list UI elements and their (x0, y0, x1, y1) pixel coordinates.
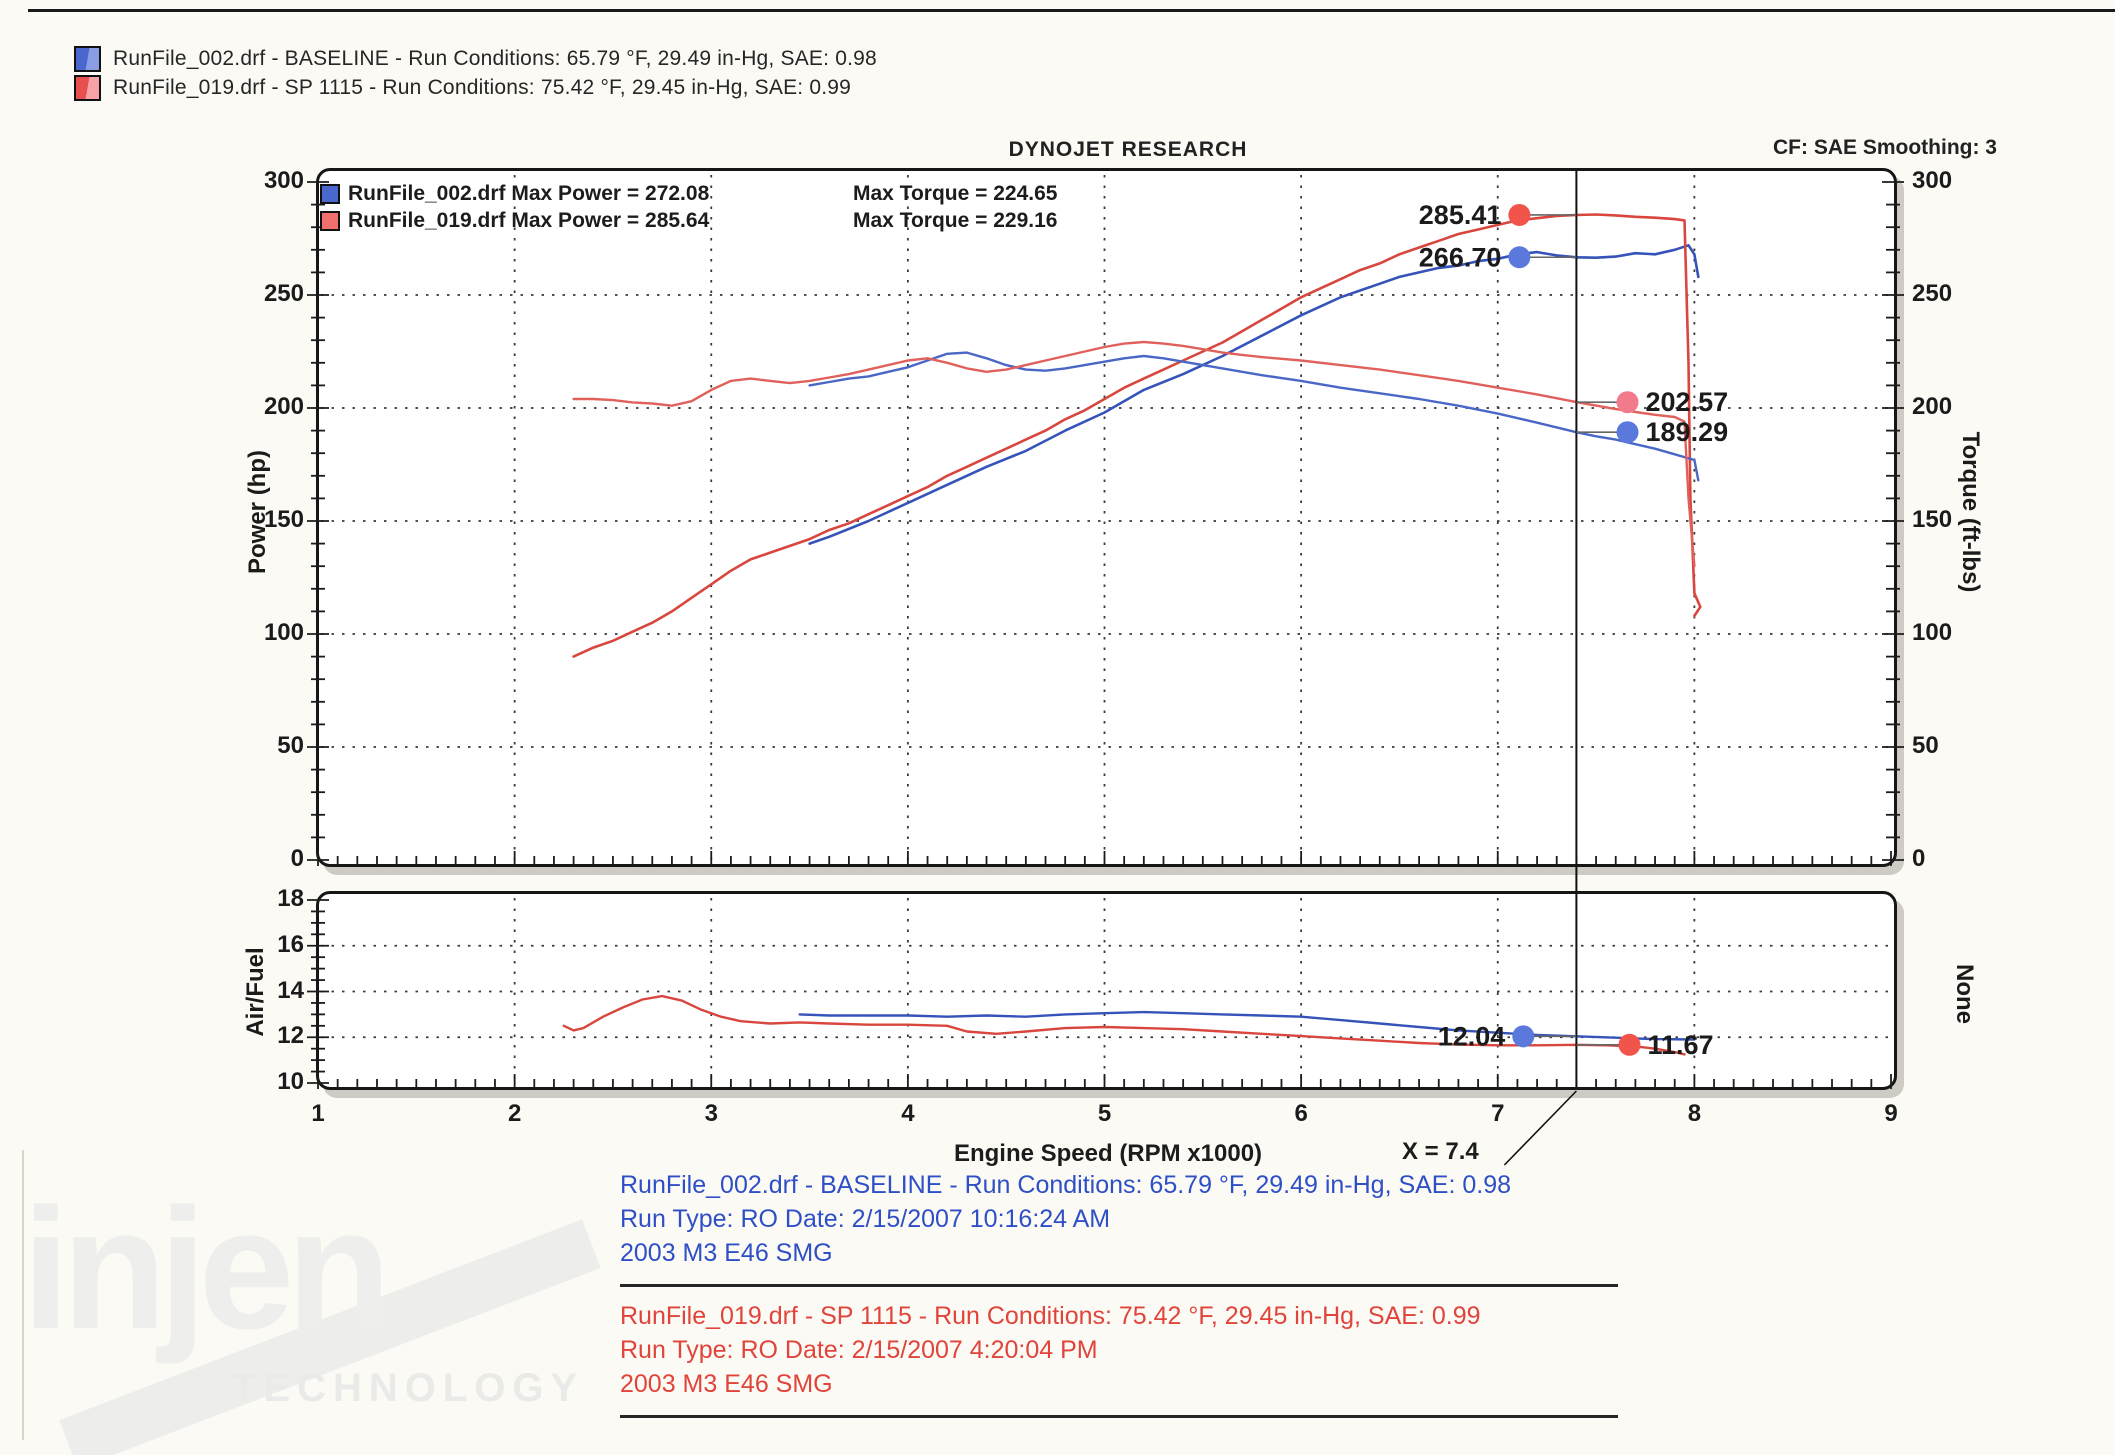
tick-label: 0 (1912, 845, 1926, 872)
tick-label: 1 (311, 1100, 325, 1127)
tick-label: 300 (263, 167, 304, 194)
run-detail-line: RunFile_002.drf - BASELINE - Run Conditi… (620, 1171, 1512, 1199)
tick-label: 200 (1912, 393, 1953, 420)
sp1115-max-power-text: RunFile_019.drf Max Power = 285.64 (348, 208, 710, 232)
run-detail-line: 2003 M3 E46 SMG (620, 1370, 833, 1398)
tick-label: 4 (901, 1100, 915, 1127)
tick-label: 150 (1912, 506, 1953, 533)
baseline-legend-text: RunFile_002.drf - BASELINE - Run Conditi… (113, 46, 877, 70)
max-values-row-sp1115: RunFile_019.drf Max Power = 285.64 Max T… (320, 207, 1057, 234)
sp1115-run-details: RunFile_019.drf - SP 1115 - Run Conditio… (620, 1299, 1618, 1401)
tick-label: 50 (1912, 732, 1939, 759)
sp1115-legend-text: RunFile_019.drf - SP 1115 - Run Conditio… (113, 75, 852, 99)
tick-label: 250 (263, 280, 304, 307)
baseline-run-details: RunFile_002.drf - BASELINE - Run Conditi… (620, 1168, 1618, 1270)
tick-label: 2 (507, 1100, 522, 1127)
tick-label: 100 (1912, 619, 1953, 646)
tick-label: 10 (277, 1068, 304, 1095)
tick-label: 12 (277, 1022, 304, 1050)
scan-artifact-left-line (22, 1150, 24, 1440)
baseline-swatch-icon (320, 183, 340, 204)
sp1115-swatch-icon (74, 74, 101, 101)
run-detail-line: Run Type: RO Date: 2/15/2007 4:20:04 PM (620, 1336, 1098, 1364)
tick-label: 0 (290, 845, 304, 872)
tick-label: 250 (1912, 280, 1953, 307)
injen-technology-text: TECHNOLOGY (232, 1366, 585, 1410)
tick-label: 14 (277, 976, 304, 1004)
run-detail-line: Run Type: RO Date: 2/15/2007 10:16:24 AM (620, 1205, 1111, 1233)
tick-label: 3 (704, 1100, 718, 1127)
tick-label: 5 (1097, 1100, 1112, 1127)
tick-label: 150 (263, 506, 304, 533)
run-legend: RunFile_002.drf - BASELINE - Run Conditi… (74, 44, 877, 102)
correction-smoothing-label: CF: SAE Smoothing: 3 (1773, 136, 1997, 159)
tick-label: 100 (263, 619, 304, 646)
footer-divider (620, 1415, 1618, 1418)
power-torque-plot-area[interactable] (316, 168, 1897, 867)
baseline-swatch-icon (74, 45, 101, 72)
airfuel-plot-area[interactable] (316, 891, 1897, 1090)
cursor-position-label: X = 7.4 (1402, 1138, 1479, 1165)
chart-title: DYNOJET RESEARCH (1008, 138, 1248, 161)
injen-logo-text: injen (22, 1173, 391, 1365)
sp1115-swatch-icon (320, 210, 340, 231)
run-details-footer: RunFile_002.drf - BASELINE - Run Conditi… (620, 1168, 1618, 1430)
tick-label: 8 (1687, 1100, 1702, 1127)
tick-label: 50 (277, 732, 304, 759)
tick-label: 200 (263, 393, 304, 420)
scan-artifact-top-line (28, 9, 2115, 12)
max-values-legend: RunFile_002.drf Max Power = 272.08 Max T… (320, 180, 1057, 234)
tick-label: 9 (1884, 1100, 1898, 1127)
tick-label: 6 (1294, 1100, 1308, 1127)
tick-label: 300 (1912, 167, 1953, 194)
run-detail-line: RunFile_019.drf - SP 1115 - Run Conditio… (620, 1302, 1481, 1330)
baseline-max-torque-text: Max Torque = 224.65 (853, 181, 1058, 205)
tick-label: 16 (277, 930, 304, 958)
legend-row-sp1115: RunFile_019.drf - SP 1115 - Run Conditio… (74, 73, 877, 102)
rpm-axis-title: Engine Speed (RPM x1000) (953, 1140, 1263, 1167)
legend-row-baseline: RunFile_002.drf - BASELINE - Run Conditi… (74, 44, 877, 73)
af-right-axis-title: None (1951, 964, 1978, 1024)
max-values-row-baseline: RunFile_002.drf Max Power = 272.08 Max T… (320, 180, 1057, 207)
tick-label: 18 (277, 885, 304, 912)
footer-divider (620, 1284, 1618, 1287)
tick-label: 7 (1491, 1100, 1505, 1127)
baseline-max-power-text: RunFile_002.drf Max Power = 272.08 (348, 181, 710, 205)
run-detail-line: 2003 M3 E46 SMG (620, 1239, 833, 1267)
sp1115-max-torque-text: Max Torque = 229.16 (853, 208, 1058, 232)
